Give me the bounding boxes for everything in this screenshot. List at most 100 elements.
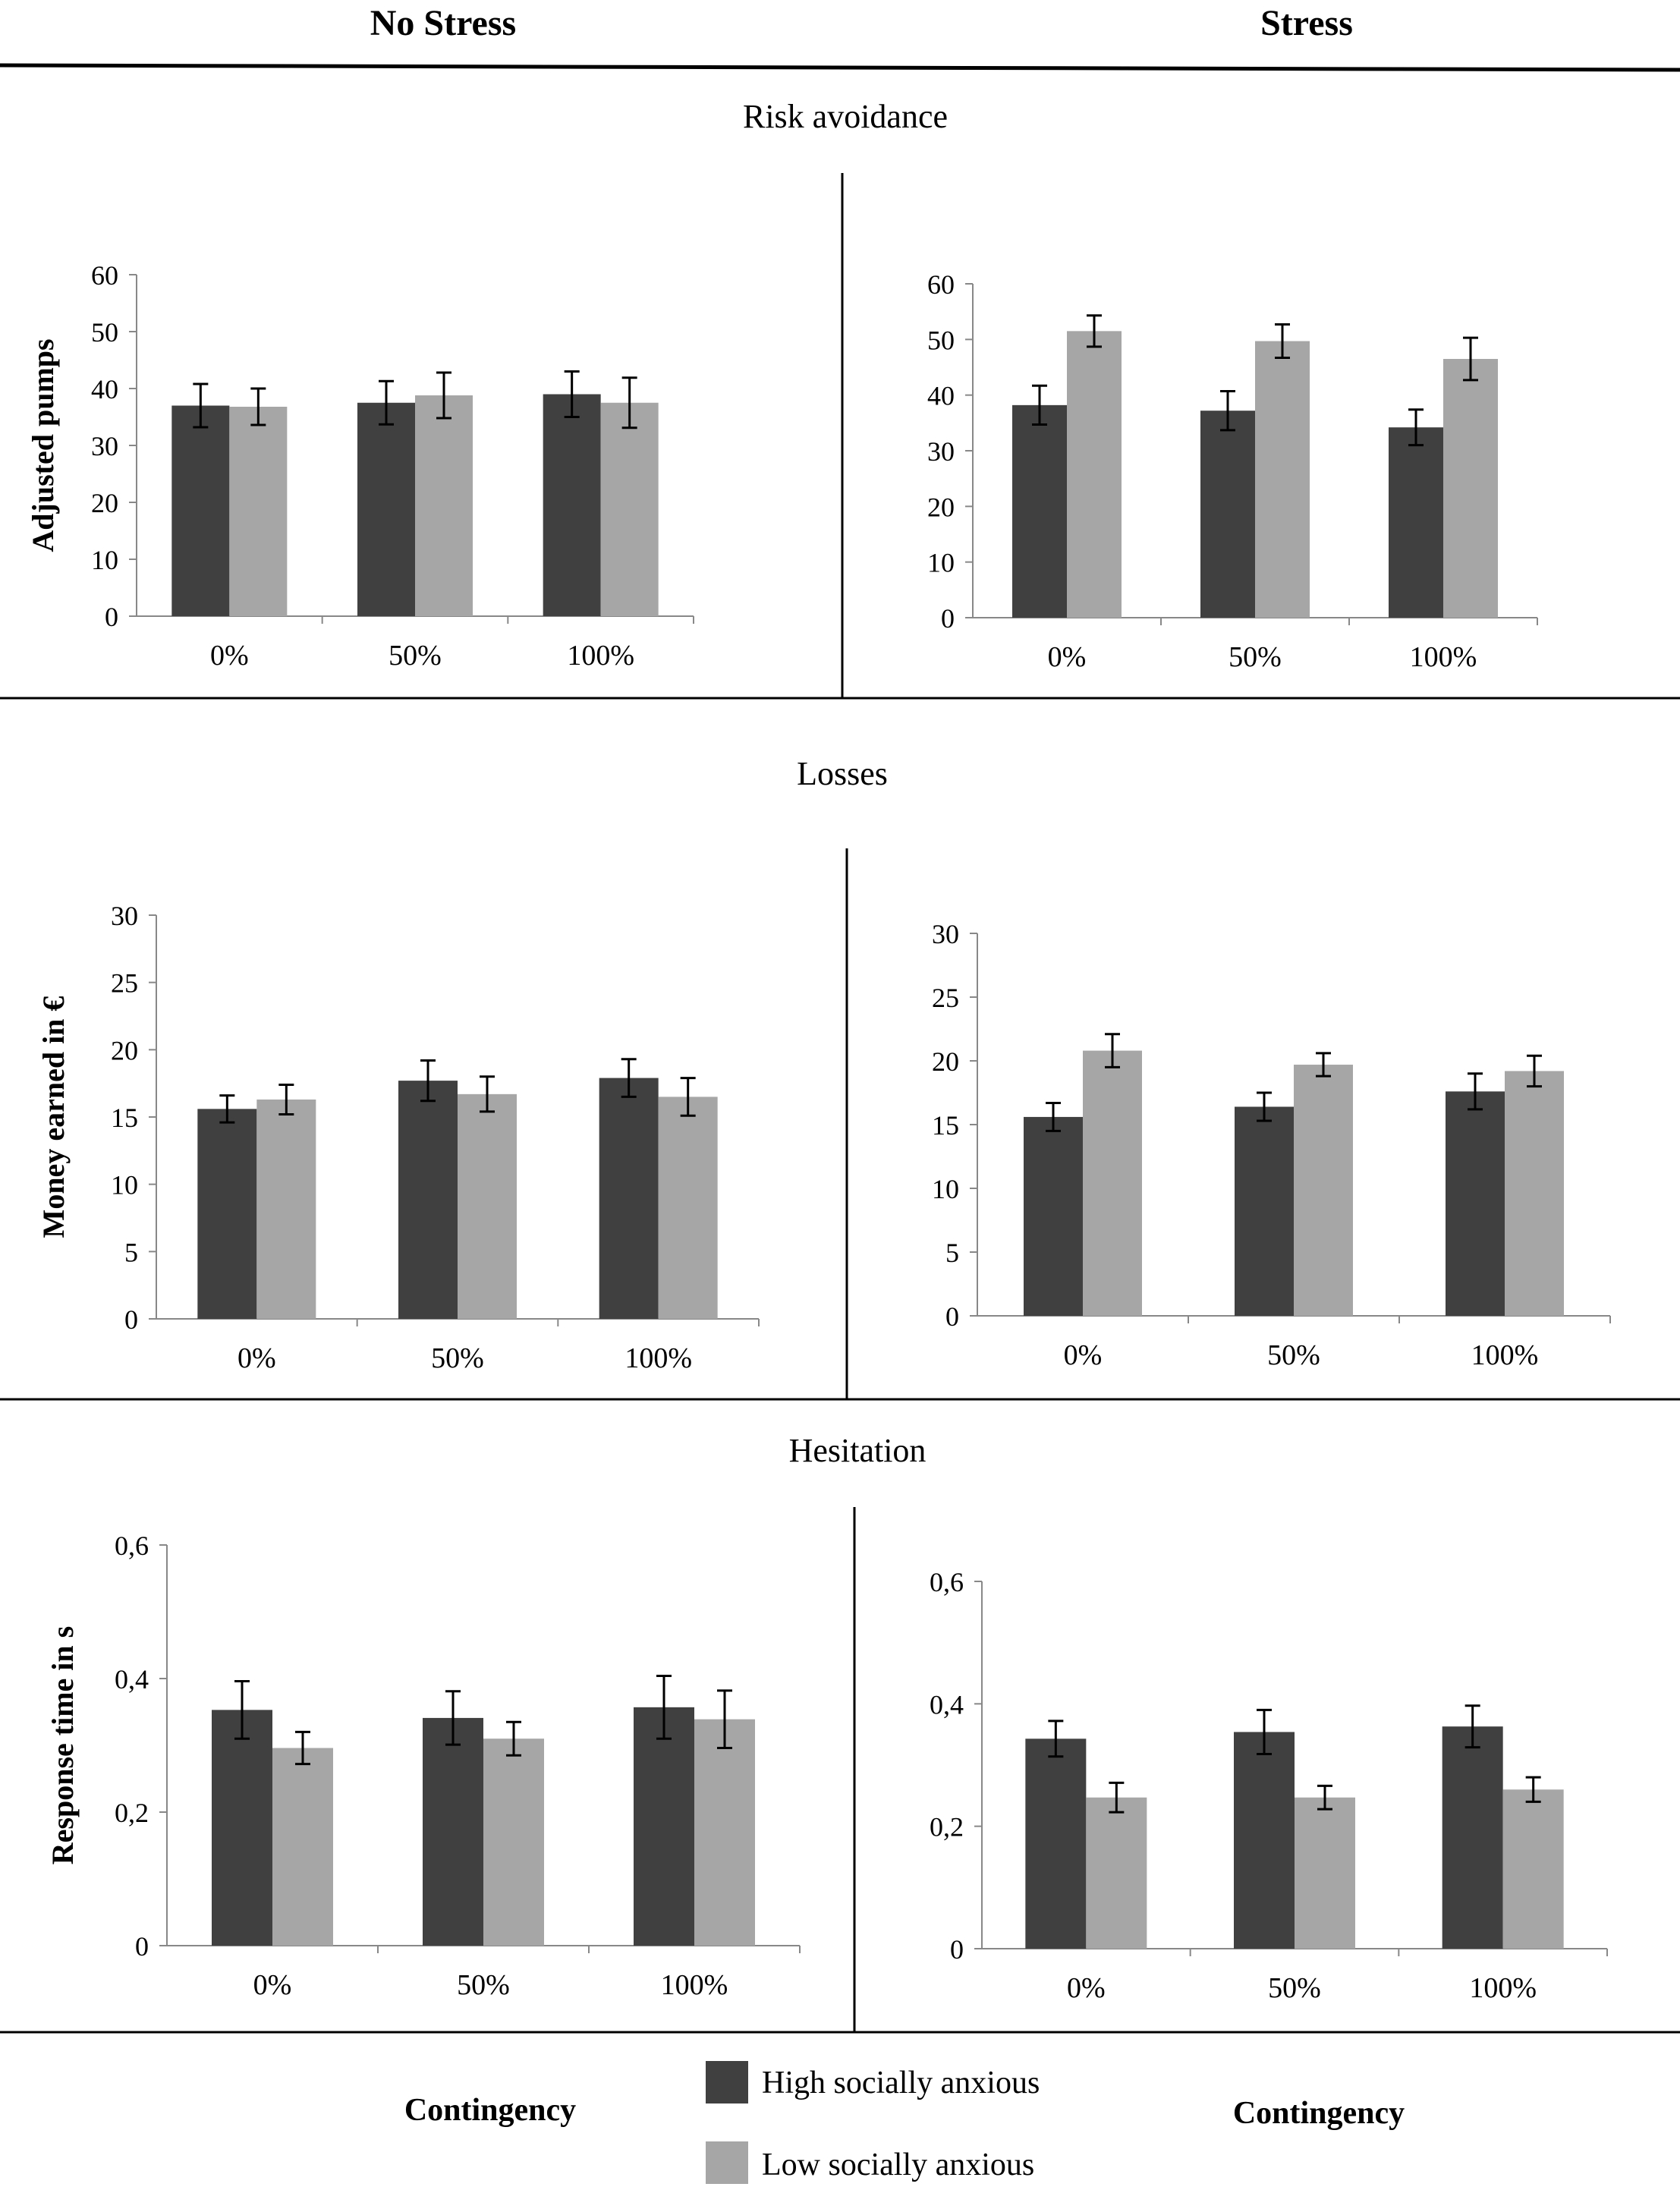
bar-high-100pct <box>599 1078 659 1319</box>
y-tick-label: 10 <box>927 548 955 578</box>
y-tick-label: 0,6 <box>115 1531 149 1561</box>
y-axis-label: Money earned in € <box>36 996 71 1238</box>
bar-low-100pct <box>1502 1789 1564 1949</box>
x-tick-label: 50% <box>1229 641 1282 673</box>
bar-high-50pct <box>1235 1106 1294 1316</box>
x-tick-label: 50% <box>1267 1339 1320 1371</box>
y-tick-label: 15 <box>111 1103 138 1133</box>
bar-high-100pct <box>1446 1091 1505 1316</box>
bar-high-50pct <box>398 1081 458 1319</box>
bar-high-100pct <box>634 1707 694 1946</box>
x-tick-label: 100% <box>1471 1339 1539 1371</box>
chart-risk-stress: 0 10 20 30 40 50 60 0% 50% 100% <box>927 269 1538 673</box>
y-tick-label: 60 <box>91 260 118 291</box>
y-tick-label: 0 <box>945 1301 959 1332</box>
y-tick-label: 30 <box>932 919 959 949</box>
y-tick-label: 5 <box>945 1238 959 1268</box>
bar-high-50pct <box>423 1717 483 1946</box>
y-tick-label: 0 <box>950 1934 964 1965</box>
bar-low-0pct <box>256 1099 316 1319</box>
legend-swatch-low <box>706 2141 748 2184</box>
y-tick-label: 0 <box>941 603 955 634</box>
bar-high-100pct <box>543 394 601 616</box>
x-tick-label: 0% <box>1067 1972 1106 2004</box>
chart-losses-no-stress: 0 5 10 15 20 25 30 0% 50% 100% Money earned in € <box>36 901 760 1374</box>
top-rule <box>0 63 1680 72</box>
bar-low-50pct <box>458 1093 517 1319</box>
bar-low-50pct <box>1295 1797 1355 1949</box>
y-tick-label: 10 <box>932 1174 959 1204</box>
x-tick-label: 0% <box>210 640 249 672</box>
bar-high-0pct <box>212 1710 272 1946</box>
y-tick-label: 0 <box>105 602 118 632</box>
y-tick-label: 0 <box>135 1931 149 1962</box>
bar-low-50pct <box>483 1738 544 1946</box>
bar-high-0pct <box>171 405 230 616</box>
bar-low-100pct <box>600 402 659 616</box>
y-tick-label: 30 <box>927 436 955 467</box>
x-tick-label: 50% <box>1268 1972 1321 2004</box>
y-tick-label: 50 <box>91 317 118 348</box>
section-title-risk-avoidance: Risk avoidance <box>743 98 948 135</box>
legend-label-high: High socially anxious <box>762 2066 1040 2100</box>
bar-high-100pct <box>1389 427 1443 618</box>
y-axis-label: Adjusted pumps <box>26 338 60 552</box>
bar-low-50pct <box>415 395 473 616</box>
y-tick-label: 25 <box>111 968 138 999</box>
bar-high-100pct <box>1442 1726 1503 1949</box>
y-tick-label: 10 <box>111 1170 138 1200</box>
legend: High socially anxious Low socially anxio… <box>706 2061 1040 2184</box>
y-axis-label: Response time in s <box>46 1626 80 1864</box>
x-tick-label: 0% <box>1048 641 1087 673</box>
y-tick-label: 0,4 <box>930 1689 964 1720</box>
x-tick-label: 50% <box>457 1969 510 2001</box>
y-tick-label: 5 <box>124 1237 138 1267</box>
bar-low-100pct <box>658 1097 718 1319</box>
y-tick-label: 20 <box>111 1035 138 1065</box>
x-tick-label: 100% <box>1410 641 1477 673</box>
y-tick-label: 20 <box>932 1046 959 1077</box>
bar-low-100pct <box>1505 1071 1564 1316</box>
chart-hesitation-no-stress: 0 0,2 0,4 0,6 0% 50% 100% Response time in s <box>46 1531 801 2001</box>
y-tick-label: 0,2 <box>115 1798 149 1828</box>
section-title-hesitation: Hesitation <box>789 1432 927 1469</box>
y-tick-label: 0,6 <box>930 1567 964 1597</box>
y-tick-label: 10 <box>91 545 118 575</box>
x-tick-label: 100% <box>624 1342 692 1374</box>
x-tick-label: 50% <box>431 1342 484 1374</box>
x-tick-label: 100% <box>661 1969 728 2001</box>
y-tick-label: 50 <box>927 325 955 355</box>
bar-low-100pct <box>694 1719 755 1946</box>
x-tick-label: 50% <box>389 640 442 672</box>
chart-risk-no-stress: 0 10 20 30 40 50 60 0% 50% 100% Adjusted pumps <box>26 260 694 672</box>
chart-hesitation-stress: 0 0,2 0,4 0,6 0% 50% 100% <box>930 1567 1608 2004</box>
bar-low-100pct <box>1443 359 1498 618</box>
y-tick-label: 20 <box>927 492 955 522</box>
y-tick-label: 40 <box>927 381 955 411</box>
bar-high-50pct <box>357 402 415 616</box>
x-tick-label: 100% <box>567 640 634 672</box>
bar-low-0pct <box>1086 1797 1147 1949</box>
y-tick-label: 30 <box>111 901 138 931</box>
bar-high-0pct <box>197 1109 257 1319</box>
bar-low-50pct <box>1255 341 1310 618</box>
y-tick-label: 30 <box>91 431 118 461</box>
bar-high-50pct <box>1234 1732 1295 1949</box>
x-tick-label: 0% <box>1064 1339 1103 1371</box>
x-tick-label: 0% <box>238 1342 276 1374</box>
y-tick-label: 20 <box>91 488 118 518</box>
contingency-label-left: Contingency <box>404 2093 576 2128</box>
section-title-losses: Losses <box>797 755 888 792</box>
bar-low-0pct <box>272 1748 333 1946</box>
bar-high-0pct <box>1012 404 1067 618</box>
legend-label-low: Low socially anxious <box>762 2148 1034 2182</box>
chart-losses-stress: 0 5 10 15 20 25 30 0% 50% 100% <box>932 919 1611 1371</box>
y-tick-label: 0 <box>124 1304 138 1335</box>
bar-low-0pct <box>1067 331 1122 618</box>
column-heading-no-stress: No Stress <box>370 3 516 43</box>
column-heading-stress: Stress <box>1260 3 1353 43</box>
y-tick-label: 15 <box>932 1110 959 1141</box>
contingency-label-right: Contingency <box>1233 2096 1405 2131</box>
y-tick-label: 0,4 <box>115 1664 149 1694</box>
